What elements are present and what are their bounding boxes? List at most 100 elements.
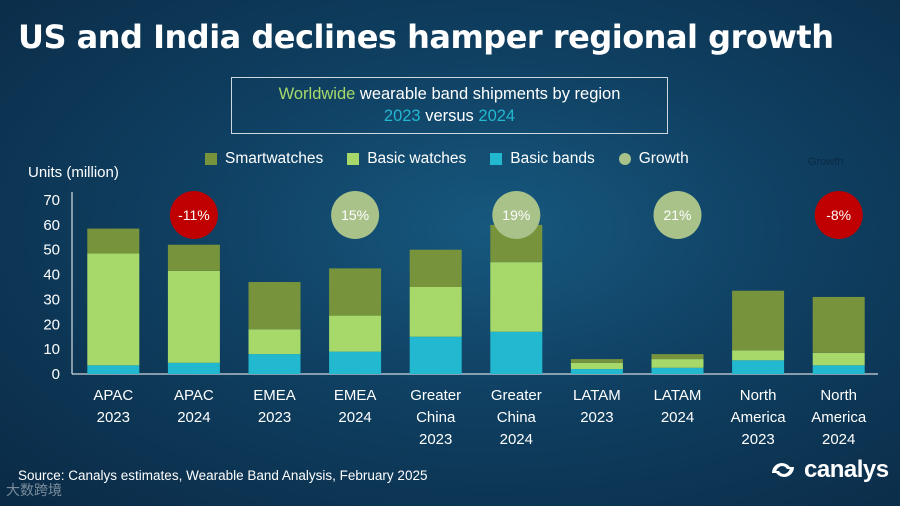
y-tick-label: 40 xyxy=(43,267,60,284)
bar-smartwatches xyxy=(812,296,865,353)
bar-smartwatches xyxy=(248,282,301,330)
chart-legend: Smartwatches Basic watches Basic bands G… xyxy=(205,150,689,168)
x-tick-label: 2024 xyxy=(822,431,855,448)
growth-bubble xyxy=(653,191,702,239)
subtitle-rest: wearable band shipments by region xyxy=(355,85,621,103)
faint-growth-label: Growth xyxy=(808,156,844,168)
bar-basic-bands xyxy=(409,336,462,374)
legend-label-basic-bands: Basic bands xyxy=(510,150,595,167)
bar-basic-watches xyxy=(87,253,140,366)
x-tick-label: LATAM xyxy=(573,387,621,404)
bar-basic-bands xyxy=(812,365,865,374)
y-tick-label: 30 xyxy=(43,291,60,308)
subtitle-line-2: 2023 versus 2024 xyxy=(232,105,667,127)
x-tick-label: 2024 xyxy=(177,409,210,426)
x-tick-label: China xyxy=(416,409,456,426)
growth-bubble xyxy=(169,191,218,239)
y-tick-label: 70 xyxy=(43,192,60,209)
bar-basic-watches xyxy=(812,352,865,366)
bar-smartwatches xyxy=(732,290,785,351)
bar-basic-watches xyxy=(490,262,543,332)
legend-swatch-smartwatches xyxy=(205,153,217,165)
x-tick-label: 2023 xyxy=(741,431,774,448)
bar-basic-bands xyxy=(329,351,382,374)
x-tick-label: China xyxy=(497,409,537,426)
x-tick-label: America xyxy=(811,409,867,426)
legend-item-smartwatches: Smartwatches xyxy=(205,150,323,168)
bar-smartwatches xyxy=(570,359,623,363)
x-tick-label: Greater xyxy=(491,387,542,404)
bar-smartwatches xyxy=(167,244,220,271)
growth-label: 15% xyxy=(341,207,369,223)
source-note: Source: Canalys estimates, Wearable Band… xyxy=(18,468,428,483)
canalys-logo: canalys xyxy=(768,456,889,484)
x-tick-label: North xyxy=(820,387,857,404)
subtitle-versus: versus xyxy=(420,107,479,125)
x-tick-label: 2024 xyxy=(500,431,533,448)
x-tick-label: LATAM xyxy=(654,387,702,404)
legend-item-growth: Growth xyxy=(618,150,689,168)
bar-basic-bands xyxy=(570,369,623,374)
bar-basic-bands xyxy=(167,362,220,374)
bar-basic-watches xyxy=(651,359,704,368)
growth-label: 21% xyxy=(663,207,691,223)
canalys-logo-icon xyxy=(772,463,794,477)
chart-subtitle-box: Worldwide wearable band shipments by reg… xyxy=(231,77,668,134)
x-tick-label: North xyxy=(740,387,777,404)
growth-bubble xyxy=(492,191,541,239)
page-title: US and India declines hamper regional gr… xyxy=(18,18,834,56)
watermark: 大数跨境 xyxy=(6,482,62,498)
canalys-logo-text: canalys xyxy=(804,456,889,483)
growth-bubble xyxy=(814,191,863,239)
y-tick-label: 60 xyxy=(43,217,60,234)
y-tick-label: 10 xyxy=(43,341,60,358)
bar-smartwatches xyxy=(329,268,382,316)
x-tick-label: 2023 xyxy=(258,409,291,426)
legend-label-basic-watches: Basic watches xyxy=(367,150,467,167)
bar-basic-watches xyxy=(409,287,462,337)
bar-basic-bands xyxy=(651,367,704,374)
growth-label: 19% xyxy=(502,207,530,223)
x-tick-label: 2023 xyxy=(419,431,452,448)
subtitle-year-2023: 2023 xyxy=(383,107,421,125)
subtitle-year-2024: 2024 xyxy=(478,107,516,125)
x-tick-label: 2024 xyxy=(338,409,371,426)
bar-basic-bands xyxy=(490,331,543,374)
bar-smartwatches xyxy=(409,249,462,287)
y-tick-label: 20 xyxy=(43,316,60,333)
y-tick-label: 0 xyxy=(52,366,60,383)
legend-item-basic-watches: Basic watches xyxy=(347,150,466,168)
bar-smartwatches xyxy=(651,354,704,360)
bar-smartwatches xyxy=(87,228,140,254)
x-tick-label: 2023 xyxy=(580,409,613,426)
y-axis-title: Units (million) xyxy=(28,164,119,181)
bar-basic-bands xyxy=(248,354,301,374)
legend-swatch-basic-watches xyxy=(347,153,360,165)
bar-basic-watches xyxy=(167,270,220,363)
growth-bubble xyxy=(331,191,380,239)
x-tick-label: America xyxy=(731,409,787,426)
legend-label-smartwatches: Smartwatches xyxy=(225,150,324,167)
legend-swatch-growth xyxy=(618,153,631,165)
x-tick-label: 2023 xyxy=(97,409,130,426)
x-tick-label: EMEA xyxy=(253,387,296,404)
bar-basic-watches xyxy=(570,362,623,370)
bar-basic-bands xyxy=(87,365,140,374)
legend-swatch-basic-bands xyxy=(490,153,503,165)
x-tick-label: EMEA xyxy=(334,387,377,404)
x-tick-label: 2024 xyxy=(661,409,694,426)
bar-basic-bands xyxy=(732,360,785,374)
x-tick-label: APAC xyxy=(174,387,214,404)
x-tick-label: APAC xyxy=(93,387,133,404)
bar-basic-watches xyxy=(248,329,301,355)
subtitle-worldwide: Worldwide xyxy=(278,85,356,103)
bar-basic-watches xyxy=(329,315,382,352)
y-tick-label: 50 xyxy=(43,242,60,259)
legend-label-growth: Growth xyxy=(638,150,689,167)
bar-basic-watches xyxy=(732,350,785,361)
growth-label: -11% xyxy=(178,207,210,223)
x-tick-label: Greater xyxy=(410,387,461,404)
legend-item-basic-bands: Basic bands xyxy=(490,150,595,168)
growth-label: -8% xyxy=(826,207,851,223)
